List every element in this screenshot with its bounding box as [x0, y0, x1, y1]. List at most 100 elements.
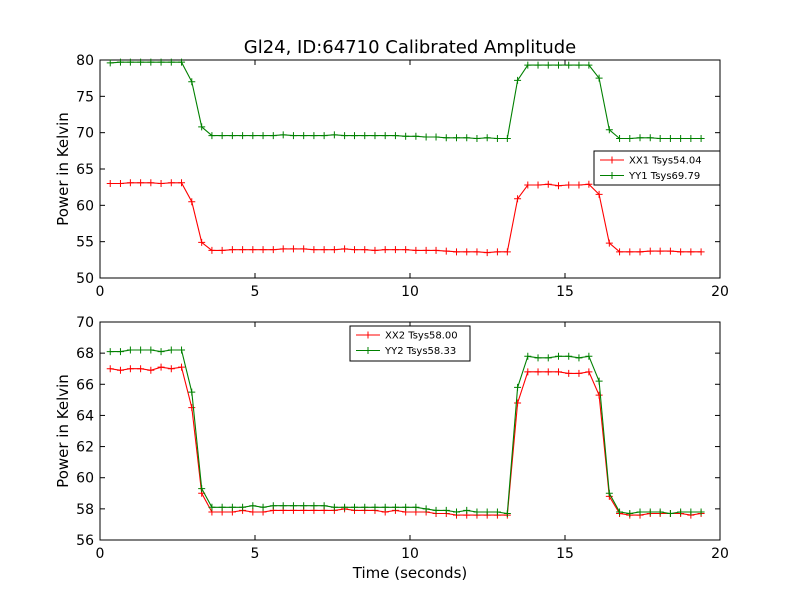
data-point	[554, 352, 562, 360]
data-point	[126, 58, 134, 66]
data-point	[544, 368, 552, 376]
legend-marker	[364, 347, 372, 354]
data-point	[656, 508, 664, 516]
data-point	[422, 133, 430, 141]
data-point	[483, 508, 491, 516]
data-point	[432, 506, 440, 514]
data-point	[361, 503, 369, 511]
data-point	[463, 506, 471, 514]
data-point	[249, 246, 257, 254]
data-point	[178, 179, 186, 187]
data-point	[524, 368, 532, 376]
x-tick-label: 10	[401, 546, 419, 562]
data-point	[289, 245, 297, 253]
y-tick-label: 60	[76, 471, 94, 487]
data-point	[575, 61, 583, 69]
data-point	[218, 246, 226, 254]
data-point	[228, 503, 236, 511]
data-point	[412, 503, 420, 511]
x-tick-label: 5	[251, 546, 260, 562]
data-point	[341, 132, 349, 140]
data-point	[534, 354, 542, 362]
data-point	[391, 132, 399, 140]
data-point	[565, 61, 573, 69]
data-point	[442, 506, 450, 514]
data-point	[524, 181, 532, 189]
data-point	[473, 508, 481, 516]
data-point	[198, 123, 206, 131]
data-point	[188, 388, 196, 396]
data-point	[677, 508, 685, 516]
data-point	[605, 489, 613, 497]
data-point	[341, 245, 349, 253]
data-point	[178, 58, 186, 66]
data-point	[544, 180, 552, 188]
y-tick-label: 80	[76, 53, 94, 69]
data-point	[351, 132, 359, 140]
data-point	[188, 198, 196, 206]
data-point	[178, 363, 186, 371]
data-point	[320, 502, 328, 510]
data-point	[137, 58, 145, 66]
data-point	[167, 346, 175, 354]
data-point	[626, 248, 634, 256]
data-point	[178, 346, 186, 354]
data-point	[565, 181, 573, 189]
data-point	[116, 180, 124, 188]
data-point	[137, 179, 145, 187]
data-point	[605, 126, 613, 134]
data-point	[208, 503, 216, 511]
data-point	[106, 59, 114, 67]
data-point	[239, 132, 247, 140]
legend-label: XX1 Tsys54.04	[629, 156, 702, 167]
data-point	[554, 368, 562, 376]
y-axis-label: Power in Kelvin	[54, 374, 72, 488]
data-point	[605, 239, 613, 247]
legend-marker	[608, 156, 616, 164]
data-point	[126, 365, 134, 373]
data-point	[218, 503, 226, 511]
data-point	[310, 132, 318, 140]
data-point	[626, 134, 634, 142]
data-point	[656, 134, 664, 142]
data-point	[167, 179, 175, 187]
data-point	[167, 365, 175, 373]
data-point	[391, 503, 399, 511]
legend-label: YY1 Tsys69.79	[628, 171, 700, 182]
data-point	[524, 352, 532, 360]
data-point	[677, 134, 685, 142]
data-point	[137, 346, 145, 354]
data-point	[412, 132, 420, 140]
data-point	[351, 503, 359, 511]
data-point	[503, 134, 511, 142]
data-point	[595, 74, 603, 82]
data-point	[279, 245, 287, 253]
data-point	[361, 246, 369, 254]
data-point	[208, 132, 216, 140]
data-point	[341, 503, 349, 511]
data-point	[544, 354, 552, 362]
data-point	[228, 132, 236, 140]
legend-label: XX2 Tsys58.00	[385, 331, 458, 342]
data-point	[646, 134, 654, 142]
data-point	[371, 503, 379, 511]
data-point	[493, 248, 501, 256]
data-point	[493, 508, 501, 516]
data-point	[259, 503, 267, 511]
data-point	[391, 246, 399, 254]
data-point	[534, 368, 542, 376]
data-point	[157, 363, 165, 371]
data-point	[330, 131, 338, 139]
data-point	[147, 366, 155, 374]
data-point	[442, 247, 450, 255]
data-point	[147, 179, 155, 187]
data-point	[493, 134, 501, 142]
data-point	[371, 132, 379, 140]
y-tick-label: 60	[76, 198, 94, 214]
data-point	[402, 503, 410, 511]
data-point	[677, 248, 685, 256]
x-axis-label: Time (seconds)	[352, 564, 468, 582]
y-tick-label: 65	[76, 162, 94, 178]
x-tick-label: 10	[401, 284, 419, 300]
